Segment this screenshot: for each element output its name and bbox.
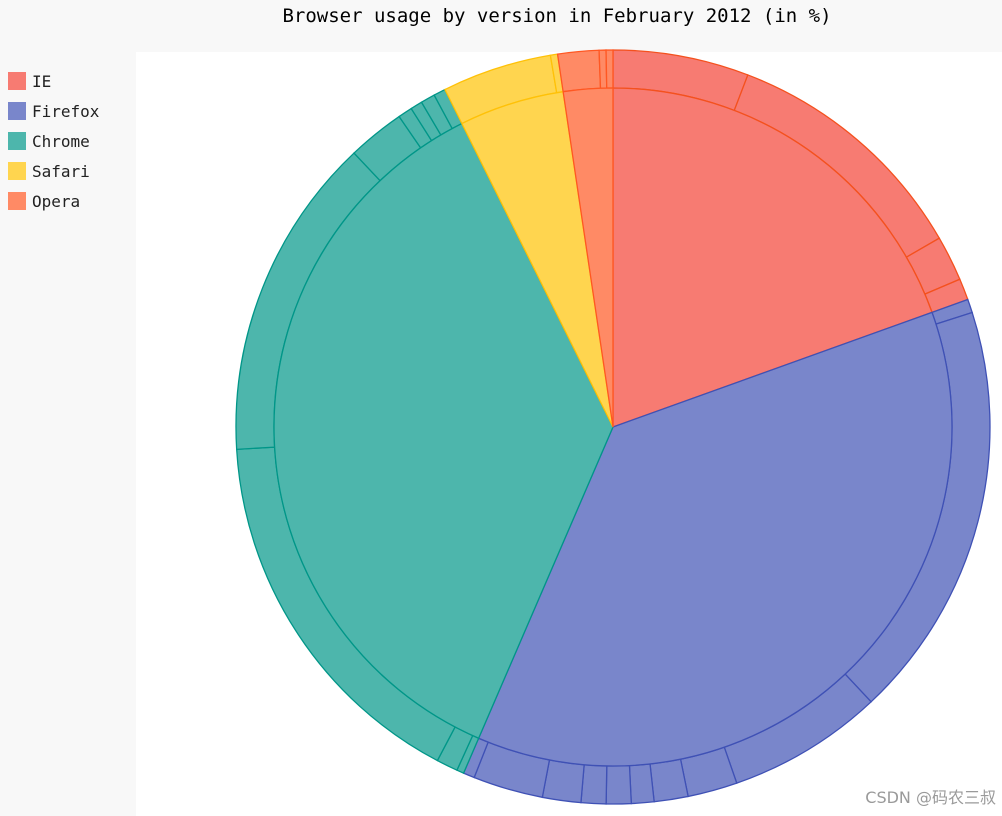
- outer-slice-firefox-5[interactable]: [628, 763, 655, 805]
- inner-slice-opera[interactable]: [562, 87, 614, 428]
- watermark: CSDN @码农三叔: [865, 788, 996, 807]
- legend-item-opera[interactable]: Opera: [8, 186, 99, 216]
- outer-slice-opera-0[interactable]: [556, 49, 602, 93]
- inner-slice-chrome[interactable]: [273, 122, 614, 740]
- outer-slice-firefox-7[interactable]: [580, 764, 608, 805]
- inner-slice-ie[interactable]: [612, 87, 933, 428]
- legend-item-safari[interactable]: Safari: [8, 156, 99, 186]
- chart-title: Browser usage by version in February 201…: [282, 5, 832, 27]
- legend-swatch-opera: [8, 192, 26, 210]
- legend-swatch-safari: [8, 162, 26, 180]
- legend-item-firefox[interactable]: Firefox: [8, 96, 99, 126]
- inner-slice-firefox[interactable]: [477, 311, 953, 767]
- outer-slice-firefox-6[interactable]: [605, 764, 632, 805]
- legend-swatch-chrome: [8, 132, 26, 150]
- inner-pie: [273, 87, 953, 767]
- legend-label-ie: IE: [32, 71, 52, 91]
- legend-label-firefox: Firefox: [32, 101, 100, 121]
- title-background: [0, 0, 1002, 52]
- legend-swatch-firefox: [8, 102, 26, 120]
- legend: IE Firefox Chrome Safari Opera: [8, 66, 99, 216]
- outer-ring: [235, 49, 991, 805]
- legend-swatch-ie: [8, 72, 26, 90]
- legend-label-chrome: Chrome: [32, 131, 90, 151]
- legend-label-safari: Safari: [32, 161, 90, 181]
- outer-slice-firefox-4[interactable]: [649, 758, 689, 803]
- outer-slice-opera-2[interactable]: [605, 49, 614, 89]
- legend-item-chrome[interactable]: Chrome: [8, 126, 99, 156]
- legend-item-ie[interactable]: IE: [8, 66, 99, 96]
- legend-label-opera: Opera: [32, 191, 81, 211]
